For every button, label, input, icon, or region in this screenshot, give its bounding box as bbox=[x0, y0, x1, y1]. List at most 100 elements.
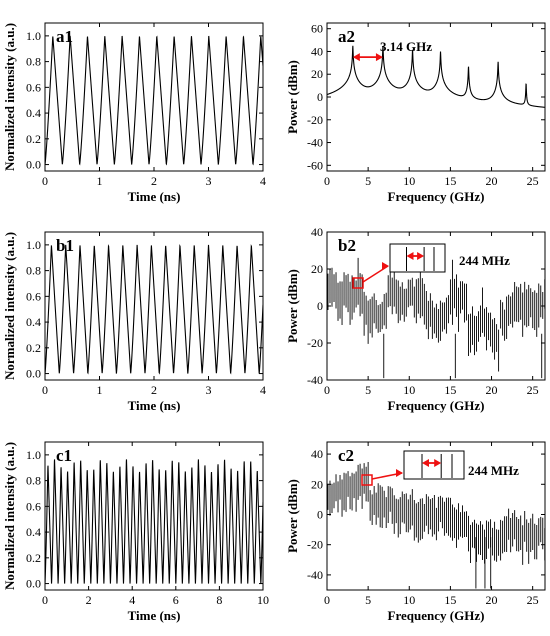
panel-label-c1: c1 bbox=[56, 446, 72, 465]
y-tick-label: -40 bbox=[307, 373, 323, 387]
y-tick-label: 0.0 bbox=[26, 367, 41, 381]
x-tick-label: 4 bbox=[260, 383, 266, 397]
panel-label-a2: a2 bbox=[338, 27, 355, 46]
y-tick-label: 1.0 bbox=[26, 238, 41, 252]
y-tick-label: 0.0 bbox=[26, 577, 41, 591]
x-tick-label: 25 bbox=[527, 593, 539, 607]
x-tick-label: 1 bbox=[97, 383, 103, 397]
y-tick-label: 20 bbox=[311, 67, 323, 81]
arrow-head bbox=[434, 459, 442, 467]
x-tick-label: 0 bbox=[42, 593, 48, 607]
y-axis-label: Power (dBm) bbox=[285, 60, 300, 134]
y-axis-label: Normalized intensity (a.u.) bbox=[2, 23, 17, 171]
x-tick-label: 20 bbox=[486, 174, 498, 188]
y-tick-label: 0.8 bbox=[26, 474, 41, 488]
x-tick-label: 8 bbox=[216, 593, 222, 607]
x-tick-label: 0 bbox=[42, 383, 48, 397]
y-tick-label: -40 bbox=[307, 136, 323, 150]
arrow-head bbox=[417, 252, 425, 260]
x-tick-label: 2 bbox=[151, 174, 157, 188]
series-line-b1 bbox=[45, 243, 263, 375]
panel-label-a1: a1 bbox=[56, 27, 73, 46]
axes-a1: 0 1 2 3 4 0.0 0.2 0.4 0.6 0.8 1.0 Time (ns) Normaliz… bbox=[2, 22, 266, 204]
x-tick-label: 4 bbox=[260, 174, 266, 188]
series-line-c1 bbox=[45, 459, 263, 584]
annotation-b2: 244 MHz bbox=[352, 243, 510, 289]
x-tick-label: 10 bbox=[403, 383, 415, 397]
y-tick-label: 1.0 bbox=[26, 448, 41, 462]
y-axis-label: Normalized intensity (a.u.) bbox=[2, 442, 17, 590]
x-tick-label: 5 bbox=[365, 174, 371, 188]
plot-frame-c1 bbox=[44, 441, 264, 591]
x-tick-label: 1 bbox=[97, 174, 103, 188]
x-tick-label: 5 bbox=[365, 383, 371, 397]
x-axis-label: Frequency (GHz) bbox=[388, 189, 485, 204]
arrow-head bbox=[406, 252, 414, 260]
y-tick-label: 0.8 bbox=[26, 55, 41, 69]
y-tick-label: 0.2 bbox=[26, 132, 41, 146]
y-tick-label: 0.0 bbox=[26, 158, 41, 172]
x-tick-label: 20 bbox=[486, 383, 498, 397]
x-tick-label: 10 bbox=[403, 593, 415, 607]
x-tick-label: 0 bbox=[324, 593, 330, 607]
y-tick-label: 0.2 bbox=[26, 341, 41, 355]
x-tick-label: 0 bbox=[324, 174, 330, 188]
y-tick-label: 0.8 bbox=[26, 264, 41, 278]
y-tick-label: 20 bbox=[311, 262, 323, 276]
x-tick-label: 15 bbox=[444, 383, 456, 397]
zoom-box bbox=[352, 277, 364, 289]
x-tick-label: 10 bbox=[403, 174, 415, 188]
y-tick-label: 0.2 bbox=[26, 551, 41, 565]
y-tick-label: 0.6 bbox=[26, 499, 41, 513]
annotation-label: 244 MHz bbox=[468, 463, 519, 478]
x-axis-label: Frequency (GHz) bbox=[388, 608, 485, 623]
x-axis-label: Frequency (GHz) bbox=[388, 398, 485, 413]
y-tick-label: -20 bbox=[307, 538, 323, 552]
y-tick-label: 0 bbox=[317, 299, 323, 313]
x-axis-label: Time (ns) bbox=[128, 189, 181, 204]
axes-c1: 0 2 4 6 8 10 0.0 0.2 0.4 0.6 0.8 1.0 Time (ns) Normal… bbox=[2, 441, 269, 623]
panel-label-b1: b1 bbox=[56, 236, 74, 255]
x-tick-label: 15 bbox=[444, 174, 456, 188]
x-tick-label: 6 bbox=[173, 593, 179, 607]
y-tick-label: -40 bbox=[307, 568, 323, 582]
annotation-a2: 3.14 GHz bbox=[352, 39, 432, 62]
y-axis-label: Normalized intensity (a.u.) bbox=[2, 232, 17, 380]
y-tick-label: 20 bbox=[311, 477, 323, 491]
series-line-a1 bbox=[45, 35, 263, 166]
x-tick-label: 5 bbox=[365, 593, 371, 607]
x-tick-label: 4 bbox=[129, 593, 135, 607]
dip-lines-c2 bbox=[475, 537, 492, 589]
y-axis-label: Power (dBm) bbox=[285, 269, 300, 343]
x-tick-label: 25 bbox=[527, 174, 539, 188]
y-tick-label: 40 bbox=[311, 44, 323, 58]
axes-a2: 0 5 10 15 20 25 -60 -40 -20 0 20 40 60 Frequency (GHz… bbox=[285, 22, 546, 204]
y-tick-label: 40 bbox=[311, 225, 323, 239]
x-axis-label: Time (ns) bbox=[128, 398, 181, 413]
x-tick-label: 0 bbox=[324, 383, 330, 397]
dip-lines-b2 bbox=[383, 333, 543, 379]
y-axis-label: Power (dBm) bbox=[285, 479, 300, 553]
annotation-c2: 244 MHz bbox=[361, 450, 519, 486]
y-tick-label: 60 bbox=[311, 22, 323, 36]
x-tick-label: 15 bbox=[444, 593, 456, 607]
y-tick-label: 0 bbox=[317, 507, 323, 521]
x-tick-label: 10 bbox=[257, 593, 269, 607]
x-tick-label: 25 bbox=[527, 383, 539, 397]
y-tick-label: 0 bbox=[317, 90, 323, 104]
annotation-label: 3.14 GHz bbox=[380, 39, 432, 54]
plot-frame-a2 bbox=[326, 22, 546, 172]
plot-frame-c2 bbox=[326, 441, 546, 591]
y-tick-label: 1.0 bbox=[26, 29, 41, 43]
x-tick-label: 0 bbox=[42, 174, 48, 188]
arrow-head bbox=[422, 459, 429, 467]
series-line-a2 bbox=[327, 45, 545, 108]
y-tick-label: 0.4 bbox=[26, 315, 41, 329]
series-line-b2 bbox=[327, 257, 545, 372]
arrow-head bbox=[396, 469, 403, 477]
series-line-c2 bbox=[327, 462, 545, 565]
y-tick-label: 0.6 bbox=[26, 80, 41, 94]
x-tick-label: 20 bbox=[486, 593, 498, 607]
x-tick-label: 2 bbox=[151, 383, 157, 397]
